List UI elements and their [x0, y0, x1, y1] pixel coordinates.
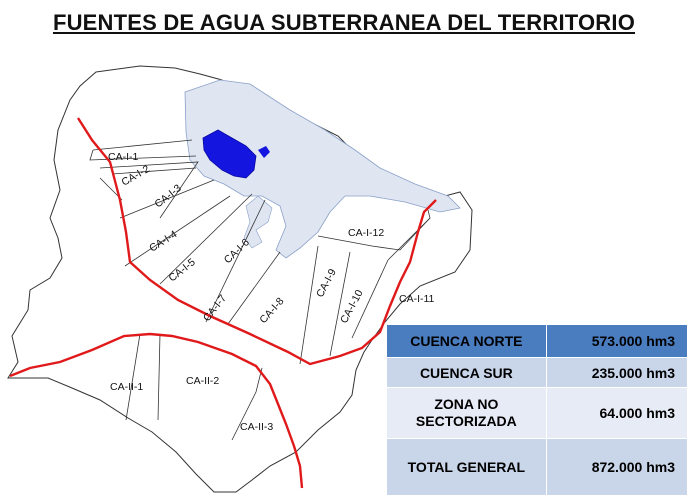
- zone-label-ca-i-12: CA-I-12: [348, 227, 384, 239]
- lake-small: [258, 146, 270, 158]
- summary-row-total-general: TOTAL GENERAL 872.000 hm3: [386, 438, 688, 496]
- summary-value: 64.000 hm3: [545, 387, 688, 439]
- summary-row-cuenca-norte: CUENCA NORTE 573.000 hm3: [386, 324, 688, 358]
- south-zone-boundaries: [125, 333, 263, 441]
- summary-row-zona-no-sectorizada: ZONA NO SECTORIZADA 64.000 hm3: [386, 387, 688, 439]
- page-title: FUENTES DE AGUA SUBTERRANEA DEL TERRITOR…: [52, 10, 636, 35]
- south-basin-boundary: [9, 332, 304, 489]
- summary-value: 573.000 hm3: [545, 324, 688, 358]
- summary-label-line2: SECTORIZADA: [415, 413, 517, 429]
- zone-label-ca-i-11: CA-I-11: [399, 293, 435, 305]
- zone-label-ca-i-1: CA-I-1: [108, 151, 138, 163]
- summary-row-cuenca-sur: CUENCA SUR 235.000 hm3: [386, 357, 688, 388]
- north-basin-boundary: [76, 117, 437, 366]
- zone-label-ca-ii-2: CA-II-2: [186, 375, 219, 387]
- territory-map: CA-I-1 CA-I-2 CA-I-3 CA-I-4 CA-I-5 CA-I-…: [7, 65, 473, 493]
- summary-label-line1: ZONA NO: [434, 396, 499, 412]
- zone-label-ca-ii-3: CA-II-3: [240, 421, 273, 433]
- summary-value: 872.000 hm3: [545, 438, 688, 496]
- zone-label-ca-ii-1: CA-II-1: [110, 381, 143, 393]
- zone-boundaries: [89, 139, 431, 365]
- summary-label: CUENCA SUR: [386, 357, 547, 388]
- wetland-branch: [243, 195, 273, 249]
- lake: [202, 129, 257, 179]
- summary-label: CUENCA NORTE: [386, 324, 547, 358]
- wetland-area: [184, 79, 461, 259]
- summary-value: 235.000 hm3: [545, 357, 688, 388]
- summary-table: CUENCA NORTE 573.000 hm3 CUENCA SUR 235.…: [386, 324, 688, 496]
- summary-label: ZONA NO SECTORIZADA: [386, 387, 547, 439]
- summary-label: TOTAL GENERAL: [386, 438, 547, 496]
